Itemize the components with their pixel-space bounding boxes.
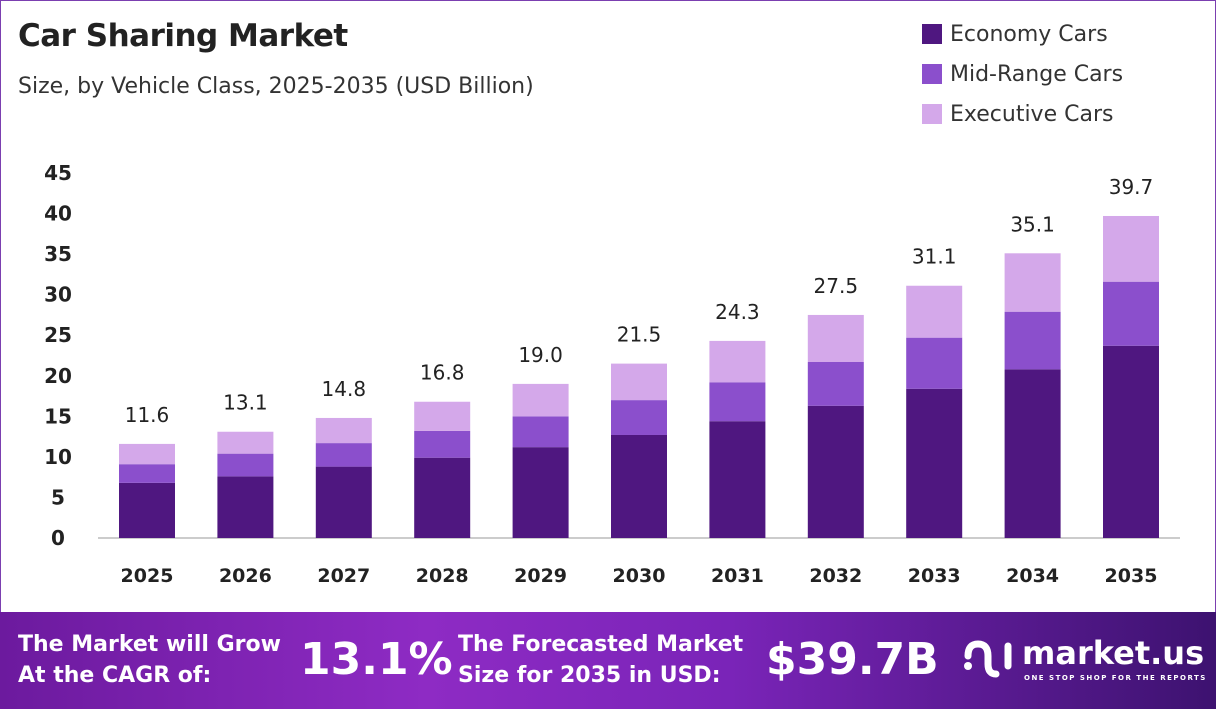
- footer-banner: The Market will Grow At the CAGR of: 13.1…: [0, 612, 1216, 709]
- bar-segment: [414, 430, 471, 458]
- x-tick-label: 2033: [908, 565, 961, 587]
- bar-segment: [119, 443, 175, 465]
- cagr-label-line: At the CAGR of:: [18, 663, 212, 688]
- x-tick-label: 2026: [219, 565, 272, 587]
- bar-segment: [512, 416, 569, 448]
- bar-chart: 05101520253035404511.6202513.1202614.820…: [44, 161, 1180, 587]
- bar-segment: [611, 400, 667, 435]
- bar-segment: [217, 453, 274, 477]
- y-tick-label: 15: [44, 404, 72, 428]
- bar-segment: [315, 443, 372, 467]
- bar-segment: [709, 421, 766, 538]
- bar-segment: [315, 417, 372, 444]
- bar-segment: [1004, 369, 1061, 538]
- bar-segment: [119, 464, 175, 483]
- cagr-value: 13.1%: [300, 634, 453, 685]
- bar-segment: [217, 431, 274, 454]
- bar-segment: [906, 337, 963, 389]
- y-tick-label: 10: [44, 445, 72, 469]
- total-label: 13.1: [223, 391, 268, 415]
- x-tick-label: 2034: [1006, 565, 1059, 587]
- chart-subtitle: Size, by Vehicle Class, 2025-2035 (USD B…: [18, 74, 534, 99]
- bar-segment: [611, 434, 667, 538]
- x-tick-label: 2029: [514, 565, 567, 587]
- logo-tagline: ONE STOP SHOP FOR THE REPORTS: [1024, 674, 1207, 682]
- bar-segment: [611, 363, 667, 401]
- forecast-value: $39.7B: [766, 634, 939, 685]
- total-label: 11.6: [125, 403, 170, 427]
- x-tick-label: 2028: [416, 565, 469, 587]
- legend-label: Mid-Range Cars: [950, 61, 1124, 87]
- total-label: 16.8: [420, 361, 465, 385]
- legend: Economy Cars Mid-Range Cars Executive Ca…: [922, 14, 1123, 134]
- y-tick-label: 5: [51, 485, 65, 509]
- bar-segment: [1004, 253, 1061, 312]
- legend-item-midrange: Mid-Range Cars: [922, 54, 1123, 94]
- x-tick-label: 2027: [317, 565, 370, 587]
- legend-swatch: [922, 104, 942, 124]
- cagr-label: The Market will Grow At the CAGR of:: [18, 629, 281, 691]
- bar-segment: [512, 383, 569, 417]
- total-label: 27.5: [814, 274, 859, 298]
- bar-segment: [217, 476, 274, 538]
- bar-segment: [807, 405, 864, 538]
- bar-segment: [315, 466, 372, 538]
- bar-segment: [807, 314, 864, 362]
- x-tick-label: 2030: [613, 565, 666, 587]
- y-tick-label: 30: [44, 283, 72, 307]
- total-label: 19.0: [518, 343, 563, 367]
- logo-text: market.us: [1022, 634, 1205, 672]
- forecast-label-line: The Forecasted Market: [458, 632, 744, 657]
- y-tick-label: 0: [51, 526, 65, 550]
- logo-icon: [964, 640, 1012, 678]
- legend-swatch: [922, 24, 942, 44]
- forecast-label-line: Size for 2035 in USD:: [458, 663, 721, 688]
- bar-segment: [1103, 345, 1159, 538]
- y-tick-label: 20: [44, 364, 72, 388]
- forecast-label: The Forecasted Market Size for 2035 in US…: [458, 629, 743, 691]
- bar-segment: [1004, 311, 1061, 370]
- bar-segment: [1103, 281, 1159, 346]
- bar-segment: [414, 457, 471, 538]
- bar-segment: [414, 401, 471, 431]
- total-label: 39.7: [1109, 175, 1154, 199]
- legend-label: Executive Cars: [950, 101, 1114, 127]
- total-label: 31.1: [912, 245, 957, 269]
- bar-segment: [906, 285, 963, 338]
- x-tick-label: 2031: [711, 565, 764, 587]
- bar-segment: [1103, 215, 1159, 282]
- bar-segment: [807, 361, 864, 406]
- total-label: 24.3: [715, 300, 760, 324]
- y-tick-label: 35: [44, 242, 72, 266]
- legend-item-economy: Economy Cars: [922, 14, 1123, 54]
- x-tick-label: 2025: [121, 565, 174, 587]
- cagr-label-line: The Market will Grow: [18, 632, 281, 657]
- y-tick-label: 40: [44, 202, 72, 226]
- bar-segment: [709, 382, 766, 422]
- total-label: 21.5: [617, 323, 662, 347]
- bar-segment: [119, 482, 175, 538]
- y-tick-label: 25: [44, 323, 72, 347]
- x-tick-label: 2032: [809, 565, 862, 587]
- legend-item-executive: Executive Cars: [922, 94, 1123, 134]
- legend-swatch: [922, 64, 942, 84]
- total-label: 14.8: [322, 377, 367, 401]
- chart-title: Car Sharing Market: [18, 18, 348, 54]
- x-tick-label: 2035: [1105, 565, 1158, 587]
- bar-segment: [512, 447, 569, 538]
- y-tick-label: 45: [44, 161, 72, 185]
- bar-segment: [906, 388, 963, 538]
- total-label: 35.1: [1010, 212, 1055, 236]
- bar-segment: [709, 340, 766, 383]
- legend-label: Economy Cars: [950, 21, 1108, 47]
